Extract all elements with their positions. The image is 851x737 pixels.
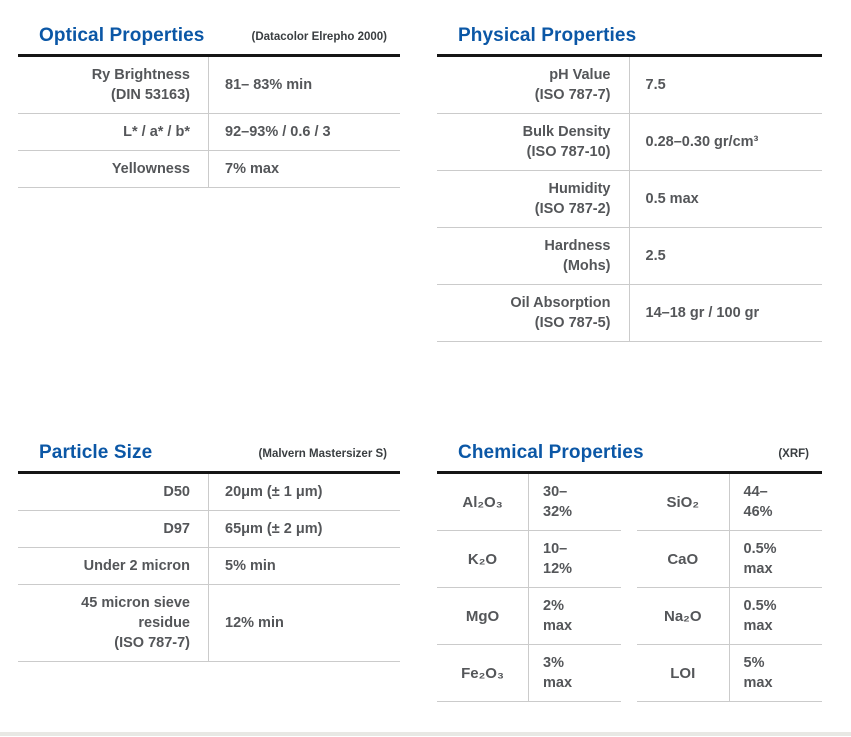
table-row: Fe₂O₃ 3% max bbox=[437, 645, 621, 702]
table-row: CaO 0.5% max bbox=[637, 531, 822, 588]
table-row: Oil Absorption (ISO 787-5) 14–18 gr / 10… bbox=[437, 285, 822, 342]
property-label: Yellowness bbox=[18, 151, 209, 187]
compound-label: MgO bbox=[437, 588, 529, 644]
property-label: Humidity (ISO 787-2) bbox=[437, 171, 630, 227]
property-value: 20μm (± 1 μm) bbox=[225, 484, 323, 500]
property-label: Ry Brightness (DIN 53163) bbox=[18, 57, 209, 113]
table-row: D97 65μm (± 2 μm) bbox=[18, 511, 400, 548]
chemical-table-header: Chemical Properties (XRF) bbox=[437, 437, 822, 474]
optical-table-title: Optical Properties bbox=[39, 25, 205, 46]
property-label: Under 2 micron bbox=[18, 548, 209, 584]
compound-value: 0.5% max bbox=[743, 598, 777, 634]
property-value: 7% max bbox=[225, 161, 280, 177]
particle-table-header: Particle Size (Malvern Mastersizer S) bbox=[18, 437, 400, 474]
table-row: Yellowness 7% max bbox=[18, 151, 400, 188]
property-label: 45 micron sieve residue (ISO 787-7) bbox=[18, 585, 209, 661]
compound-value: 10– 12% bbox=[543, 541, 573, 577]
table-row: D50 20μm (± 1 μm) bbox=[18, 474, 400, 511]
table-row: K₂O 10– 12% bbox=[437, 531, 621, 588]
table-row: Ry Brightness (DIN 53163) 81– 83% min bbox=[18, 57, 400, 114]
property-value: 12% min bbox=[225, 615, 284, 631]
compound-value: 3% max bbox=[543, 655, 573, 691]
property-label: Bulk Density (ISO 787-10) bbox=[437, 114, 630, 170]
table-row: Humidity (ISO 787-2) 0.5 max bbox=[437, 171, 822, 228]
compound-value: 0.5% max bbox=[743, 541, 777, 577]
compound-label: SiO₂ bbox=[637, 474, 730, 530]
compound-label: LOI bbox=[637, 645, 730, 701]
chemical-subtable-left: Al₂O₃ 30– 32% K₂O 10– 12% MgO 2% max Fe₂… bbox=[437, 474, 621, 702]
property-value: 65μm (± 2 μm) bbox=[225, 521, 323, 537]
property-value: 92–93% / 0.6 / 3 bbox=[225, 124, 331, 140]
optical-properties-table: Optical Properties (Datacolor Elrepho 20… bbox=[18, 20, 400, 188]
table-row: Under 2 micron 5% min bbox=[18, 548, 400, 585]
compound-label: K₂O bbox=[437, 531, 529, 587]
property-value: 81– 83% min bbox=[225, 77, 313, 93]
property-label: L* / a* / b* bbox=[18, 114, 209, 150]
optical-table-method: (Datacolor Elrepho 2000) bbox=[251, 31, 387, 43]
compound-value: 2% max bbox=[543, 598, 573, 634]
property-value: 14–18 gr / 100 gr bbox=[645, 305, 760, 321]
compound-label: Fe₂O₃ bbox=[437, 645, 529, 701]
table-row: L* / a* / b* 92–93% / 0.6 / 3 bbox=[18, 114, 400, 151]
property-value: 5% min bbox=[225, 558, 276, 574]
compound-label: CaO bbox=[637, 531, 730, 587]
compound-value: 5% max bbox=[743, 655, 773, 691]
chemical-table-title: Chemical Properties bbox=[458, 442, 644, 463]
particle-table-method: (Malvern Mastersizer S) bbox=[258, 448, 387, 460]
property-value: 7.5 bbox=[645, 77, 666, 93]
property-label: Oil Absorption (ISO 787-5) bbox=[437, 285, 630, 341]
property-label: D97 bbox=[18, 511, 209, 547]
compound-value: 30– 32% bbox=[543, 484, 573, 520]
page-bottom-divider bbox=[0, 732, 851, 736]
particle-table-title: Particle Size bbox=[39, 442, 153, 463]
property-value: 0.5 max bbox=[645, 191, 699, 207]
physical-properties-table: Physical Properties pH Value (ISO 787-7)… bbox=[437, 20, 822, 342]
compound-label: Al₂O₃ bbox=[437, 474, 529, 530]
table-row: Hardness (Mohs) 2.5 bbox=[437, 228, 822, 285]
chemical-table-body: Al₂O₃ 30– 32% K₂O 10– 12% MgO 2% max Fe₂… bbox=[437, 474, 822, 702]
table-row: pH Value (ISO 787-7) 7.5 bbox=[437, 57, 822, 114]
table-row: Na₂O 0.5% max bbox=[637, 588, 822, 645]
compound-value: 44– 46% bbox=[743, 484, 773, 520]
physical-table-title: Physical Properties bbox=[458, 25, 637, 46]
property-value: 2.5 bbox=[645, 248, 666, 264]
table-row: Bulk Density (ISO 787-10) 0.28–0.30 gr/c… bbox=[437, 114, 822, 171]
property-label: pH Value (ISO 787-7) bbox=[437, 57, 630, 113]
table-row: 45 micron sieve residue (ISO 787-7) 12% … bbox=[18, 585, 400, 662]
optical-table-header: Optical Properties (Datacolor Elrepho 20… bbox=[18, 20, 400, 57]
table-row: SiO₂ 44– 46% bbox=[637, 474, 822, 531]
table-row: Al₂O₃ 30– 32% bbox=[437, 474, 621, 531]
chemical-table-method: (XRF) bbox=[778, 448, 809, 460]
property-value: 0.28–0.30 gr/cm³ bbox=[645, 134, 759, 150]
table-row: MgO 2% max bbox=[437, 588, 621, 645]
chemical-properties-table: Chemical Properties (XRF) Al₂O₃ 30– 32% … bbox=[437, 437, 822, 702]
compound-label: Na₂O bbox=[637, 588, 730, 644]
particle-size-table: Particle Size (Malvern Mastersizer S) D5… bbox=[18, 437, 400, 662]
physical-table-header: Physical Properties bbox=[437, 20, 822, 57]
property-label: Hardness (Mohs) bbox=[437, 228, 630, 284]
chemical-subtable-right: SiO₂ 44– 46% CaO 0.5% max Na₂O 0.5% max … bbox=[637, 474, 822, 702]
property-label: D50 bbox=[18, 474, 209, 510]
table-row: LOI 5% max bbox=[637, 645, 822, 702]
